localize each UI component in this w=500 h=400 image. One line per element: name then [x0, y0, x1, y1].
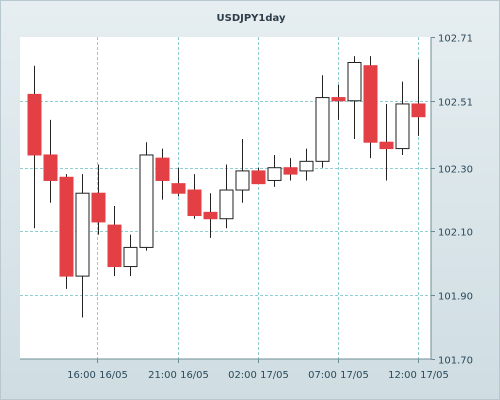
candle	[219, 164, 234, 229]
candle	[75, 174, 90, 318]
candle-body-up	[299, 160, 314, 172]
candle	[235, 139, 250, 203]
candle-body-up	[75, 192, 90, 277]
candle	[155, 148, 170, 200]
y-tick-label: 102.10	[438, 228, 473, 239]
candle	[347, 56, 362, 140]
candle-body-up	[219, 189, 234, 220]
candle	[411, 59, 426, 136]
candle	[203, 193, 218, 238]
candle-body-up	[395, 103, 410, 150]
candle	[283, 158, 298, 181]
candle	[395, 81, 410, 155]
candle-body-down	[411, 103, 426, 118]
candle	[331, 84, 346, 120]
candle-layer	[27, 56, 426, 318]
candle	[187, 174, 202, 219]
candle-body-down	[283, 167, 298, 175]
candle-body-down	[363, 65, 378, 143]
candle-body-up	[347, 62, 362, 102]
y-tick-labels: 102.71 102.51 102.30 102.10 101.90 101.70	[431, 34, 473, 367]
candle-body-down	[187, 189, 202, 217]
candle-body-up	[315, 97, 330, 162]
candle	[363, 56, 378, 159]
candle-body-up	[139, 154, 154, 248]
candle-body-down	[155, 157, 170, 181]
x-tick-labels: 16:00 16/05 21:00 16/05 02:00 17/05 07:00 1…	[67, 359, 449, 381]
candle	[27, 65, 42, 229]
chart-title: USDJPY1day	[217, 13, 286, 24]
candle-body-down	[251, 170, 266, 185]
candle-body-up	[267, 167, 282, 181]
candle	[139, 142, 154, 251]
x-tick-label: 02:00 17/05	[228, 370, 289, 381]
x-tick-label: 16:00 16/05	[67, 370, 128, 381]
candle-body-down	[59, 176, 74, 277]
candle	[315, 75, 330, 168]
candle	[299, 148, 314, 181]
candle-body-down	[379, 141, 394, 150]
candle	[43, 119, 58, 203]
candle	[107, 205, 122, 277]
candle	[91, 164, 106, 235]
candle	[59, 174, 74, 289]
candle-body-down	[203, 211, 218, 220]
candle-body-down	[107, 224, 122, 268]
axis-layer	[20, 37, 432, 360]
candle-body-down	[43, 154, 58, 181]
candle	[171, 167, 186, 197]
candle-body-down	[331, 97, 346, 102]
x-tick-label: 07:00 17/05	[308, 370, 369, 381]
candle-body-down	[27, 93, 42, 156]
x-tick-label: 12:00 17/05	[388, 370, 449, 381]
y-tick-label: 101.70	[438, 356, 473, 367]
x-tick-label: 21:00 16/05	[148, 370, 209, 381]
candle-body-down	[91, 192, 106, 223]
y-tick-label: 101.90	[438, 292, 473, 303]
y-tick-label: 102.71	[438, 34, 473, 45]
candle	[267, 154, 282, 187]
y-tick-label: 102.30	[438, 165, 473, 176]
candle-body-down	[171, 183, 186, 194]
candle	[123, 234, 138, 277]
candle-body-up	[123, 246, 138, 268]
candle	[251, 167, 266, 185]
y-tick-label: 102.51	[438, 98, 473, 109]
candle-body-up	[235, 170, 250, 191]
candle	[379, 103, 394, 181]
